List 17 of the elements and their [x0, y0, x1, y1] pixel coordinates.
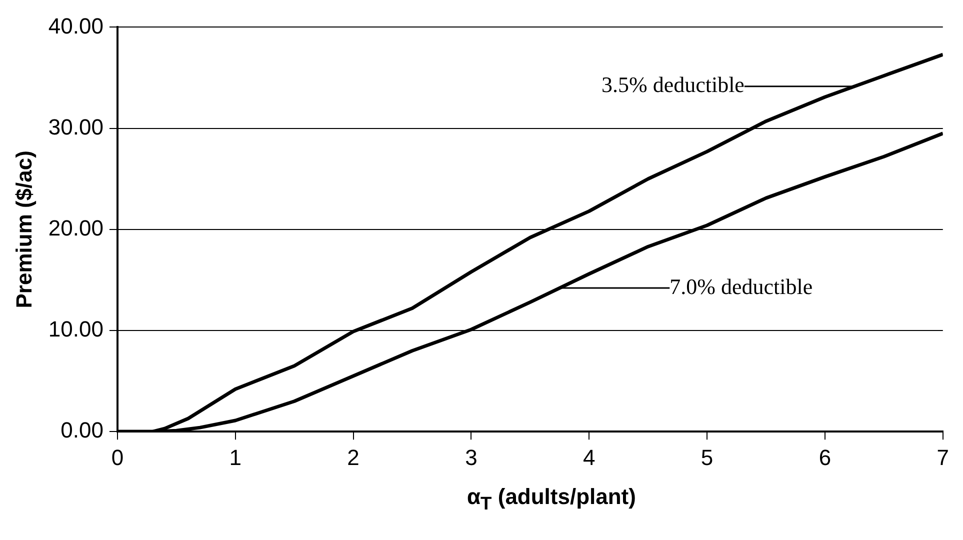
x-tick-label: 5: [700, 444, 714, 470]
x-tick-label: 3: [465, 444, 478, 470]
x-tick-label: 2: [347, 444, 360, 470]
y-tick-label: 20.00: [48, 215, 104, 240]
series-label: 3.5% deductible: [601, 72, 744, 98]
x-tick-label: 0: [111, 444, 124, 470]
y-tick-label: 0.00: [60, 418, 104, 443]
x-axis-title: α$_{T}$ (adults/plant): [466, 484, 637, 514]
y-tick-label: 30.00: [48, 114, 104, 140]
x-tick-label: 1: [229, 444, 242, 470]
x-tick-label: 7: [936, 444, 950, 470]
y-axis-title: Premium ($/ac): [11, 150, 36, 308]
x-tick-label: 4: [583, 444, 596, 470]
x-tick-label: 6: [818, 444, 832, 470]
y-tick-label: 40.00: [48, 13, 104, 38]
legend-label: 7.0% deductible: [670, 274, 813, 299]
y-tick-label: 10.00: [48, 316, 104, 342]
